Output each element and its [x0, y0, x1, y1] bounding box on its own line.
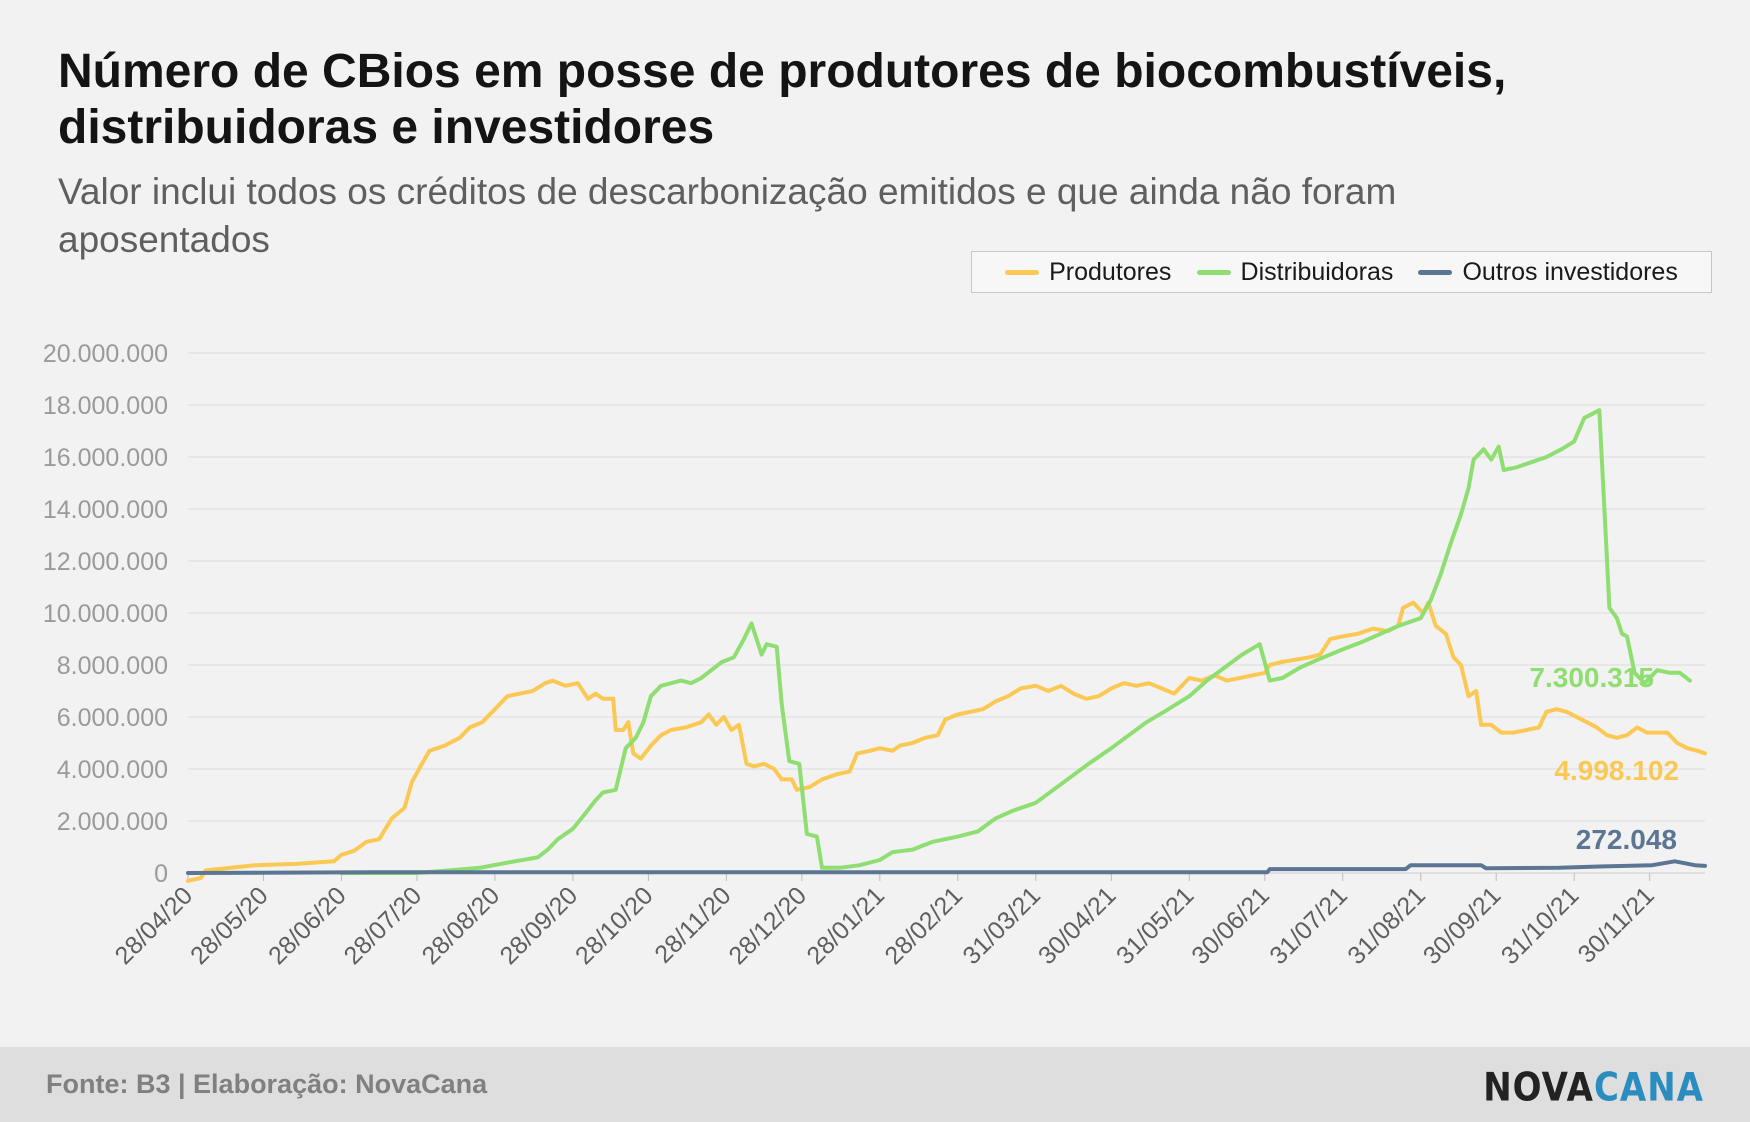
- x-tick-label: 28/10/20: [570, 881, 659, 970]
- series-line-produtores: [186, 600, 1707, 883]
- x-tick-label: 28/06/20: [263, 881, 352, 970]
- x-tick-label: 28/01/21: [801, 881, 890, 970]
- series-line-outros-investidores: [186, 859, 1707, 875]
- legend-item-distribuidoras[interactable]: Distribuidoras: [1196, 257, 1394, 287]
- chart-legend: Produtores Distribuidoras Outros investi…: [971, 251, 1712, 293]
- end-label-produtores: 4.998.102: [1554, 755, 1679, 786]
- y-tick-label: 20.000.000: [43, 340, 168, 368]
- x-tick-label: 31/03/21: [957, 881, 1046, 970]
- novacana-logo[interactable]: NOVACANA: [1483, 1065, 1704, 1111]
- legend-swatch-outros: [1418, 269, 1453, 275]
- y-tick-label: 0: [154, 860, 168, 888]
- y-tick-label: 4.000.000: [57, 756, 168, 784]
- chart-subtitle: Valor inclui todos os créditos de descar…: [58, 171, 1397, 260]
- line-chart: 0 2.000.000 4.000.000 6.000.000 8.000.000 10.…: [43, 340, 1707, 970]
- gridlines: [188, 352, 1705, 874]
- logo-part-nova: NOVA: [1483, 1065, 1594, 1111]
- y-tick-label: 10.000.000: [43, 600, 168, 628]
- legend-swatch-distribuidoras: [1196, 269, 1231, 275]
- y-axis: 0 2.000.000 4.000.000 6.000.000 8.000.000 10.…: [43, 340, 168, 888]
- x-tick-label: 30/06/21: [1186, 881, 1275, 970]
- legend-label-distribuidoras: Distribuidoras: [1240, 257, 1394, 286]
- legend-item-outros[interactable]: Outros investidores: [1418, 257, 1678, 287]
- x-tick-label: 31/07/21: [1264, 881, 1353, 970]
- logo-part-cana: CANA: [1593, 1065, 1704, 1111]
- x-tick-label: 28/07/20: [339, 881, 428, 970]
- chart-title: Número de CBios em posse de produtores d…: [58, 45, 1507, 154]
- y-tick-label: 8.000.000: [57, 652, 168, 680]
- legend-item-produtores[interactable]: Produtores: [1005, 258, 1171, 287]
- legend-label-produtores: Produtores: [1049, 257, 1172, 286]
- y-tick-label: 6.000.000: [57, 704, 168, 732]
- x-tick-label: 30/04/21: [1033, 881, 1122, 970]
- y-tick-label: 2.000.000: [57, 808, 168, 836]
- x-tick-label: 31/05/21: [1111, 881, 1200, 970]
- end-label-outros-investidores: 272.048: [1576, 824, 1677, 855]
- series-lines: [186, 408, 1707, 883]
- x-tick-label: 28/04/20: [110, 881, 199, 970]
- x-tick-label: 30/11/21: [1573, 881, 1660, 968]
- legend-swatch-produtores: [1005, 269, 1040, 275]
- series-line-distribuidoras: [339, 408, 1692, 875]
- x-tick-label: 31/10/21: [1496, 881, 1585, 970]
- end-label-distribuidoras: 7.300.315: [1529, 662, 1654, 693]
- footer: Fonte: B3 | Elaboração: NovaCana NOVACAN…: [0, 1047, 1750, 1122]
- y-tick-label: 12.000.000: [43, 548, 168, 576]
- x-tick-label: 28/08/20: [417, 881, 506, 970]
- x-tick-label: 28/12/20: [723, 881, 812, 970]
- legend-label-outros: Outros investidores: [1462, 257, 1678, 286]
- x-axis: 28/04/2028/05/2028/06/2028/07/2028/08/20…: [110, 872, 1705, 970]
- source-credit: Fonte: B3 | Elaboração: NovaCana: [46, 1069, 488, 1099]
- y-tick-label: 16.000.000: [43, 444, 168, 472]
- end-labels: 4.998.102 7.300.315 272.048: [1529, 662, 1679, 855]
- x-tick-label: 31/08/21: [1342, 881, 1431, 970]
- y-tick-label: 18.000.000: [43, 392, 168, 420]
- x-tick-label: 28/09/20: [495, 881, 584, 970]
- x-tick-label: 30/09/21: [1418, 881, 1507, 970]
- y-tick-label: 14.000.000: [43, 496, 168, 524]
- x-tick-label: 28/11/20: [649, 881, 736, 968]
- x-tick-label: 28/05/20: [185, 881, 274, 970]
- x-tick-label: 28/02/21: [879, 881, 968, 970]
